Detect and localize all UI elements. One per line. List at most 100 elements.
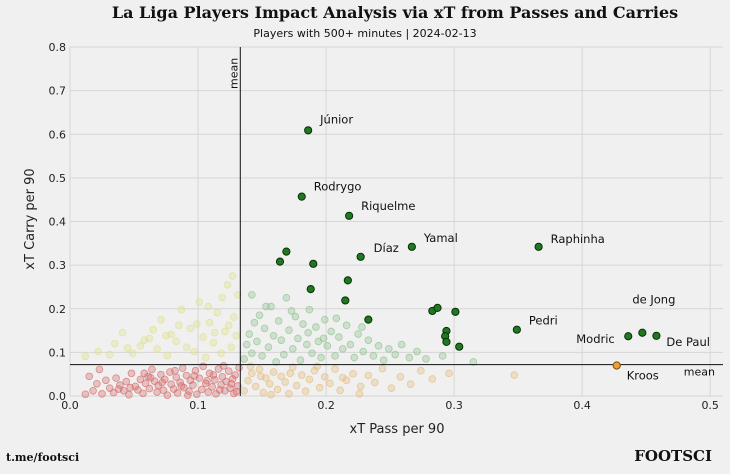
- background-point: [139, 389, 147, 398]
- highlight-point: [442, 337, 451, 347]
- footer-brand: FOOTSCI: [634, 447, 712, 465]
- background-point: [417, 366, 425, 375]
- y-tick-label: 0.2: [49, 303, 67, 316]
- point-de-paul: [652, 331, 661, 340]
- background-point: [178, 364, 187, 372]
- background-point: [331, 352, 339, 360]
- highlight-point: [306, 285, 315, 294]
- background-point: [245, 330, 254, 338]
- background-point: [277, 372, 286, 381]
- background-point: [227, 343, 236, 351]
- x-tick-label: 0.1: [189, 399, 207, 412]
- player-label: de Jong: [632, 293, 675, 307]
- background-point: [177, 305, 186, 314]
- highlight-point: [309, 259, 318, 268]
- background-point: [81, 352, 90, 361]
- background-point: [292, 381, 301, 390]
- background-point: [217, 349, 225, 358]
- background-point: [127, 369, 136, 378]
- background-point: [265, 379, 274, 388]
- background-point: [198, 385, 206, 394]
- background-point: [221, 327, 229, 336]
- background-point: [190, 372, 198, 380]
- background-point: [248, 290, 256, 299]
- background-point: [111, 339, 119, 348]
- background-point: [304, 328, 312, 337]
- background-point: [224, 367, 233, 375]
- background-point: [192, 320, 201, 328]
- tick-labels: 0.0 0.1 0.2 0.3 0.4 0.5 0.0 0.1 0.2 0.3 0.4 0.5 0.6 0…: [49, 41, 719, 412]
- background-point: [287, 307, 296, 315]
- point-riquelme: [345, 211, 354, 220]
- background-point: [230, 313, 238, 321]
- background-point: [157, 315, 165, 324]
- background-point: [114, 385, 123, 393]
- background-point: [272, 358, 280, 366]
- background-point: [171, 366, 179, 375]
- background-point: [209, 338, 218, 347]
- highlight-point: [364, 315, 373, 324]
- highlight-point: [343, 276, 352, 285]
- y-tick-label: 0.6: [49, 128, 67, 141]
- background-point: [141, 379, 150, 388]
- background-point: [355, 390, 364, 398]
- background-point: [356, 382, 365, 391]
- background-point: [232, 387, 241, 396]
- background-point: [209, 371, 218, 379]
- background-point: [153, 345, 161, 353]
- mean-y-label: mean: [684, 366, 715, 379]
- player-label: Modric: [576, 332, 615, 346]
- point-de-jong: [638, 328, 647, 337]
- background-point: [291, 312, 300, 321]
- background-point: [267, 302, 275, 311]
- background-point: [145, 384, 154, 393]
- background-point: [210, 328, 219, 337]
- background-point: [216, 386, 224, 394]
- background-point: [112, 374, 120, 382]
- background-point: [288, 345, 297, 353]
- background-point: [282, 294, 291, 302]
- background-point: [286, 369, 295, 378]
- background-point: [162, 331, 170, 340]
- point-raphinha: [534, 242, 543, 251]
- background-point: [405, 353, 414, 362]
- background-point: [205, 369, 214, 378]
- background-point: [262, 302, 270, 311]
- background-point: [258, 352, 266, 360]
- background-point: [354, 330, 362, 338]
- point-yamal: [407, 242, 416, 251]
- background-point: [342, 321, 351, 330]
- background-point: [422, 355, 430, 363]
- background-point: [231, 371, 239, 379]
- background-point: [413, 347, 421, 356]
- background-point: [205, 318, 214, 327]
- background-point: [182, 343, 191, 351]
- grid: [69, 46, 723, 397]
- background-point: [301, 387, 310, 396]
- background-point: [175, 321, 183, 330]
- player-label: Yamal: [423, 231, 458, 245]
- player-label: De Paul: [666, 335, 710, 349]
- background-point: [250, 318, 259, 327]
- background-point: [369, 352, 378, 360]
- y-tick-label: 0.4: [49, 216, 67, 229]
- highlight-point: [341, 296, 350, 305]
- background-point: [391, 350, 400, 359]
- background-point: [85, 372, 94, 381]
- background-point: [140, 336, 149, 344]
- background-point: [310, 366, 319, 375]
- background-point: [177, 382, 186, 390]
- background-point: [125, 390, 133, 399]
- background-point: [370, 378, 379, 387]
- background-point: [253, 337, 261, 346]
- background-point: [326, 379, 334, 388]
- background-point: [240, 386, 248, 395]
- chart-subtitle: Players with 500+ minutes | 2024-02-13: [253, 27, 476, 40]
- background-point: [406, 380, 415, 389]
- highlight-point: [433, 303, 442, 312]
- background-point: [190, 347, 198, 356]
- background-point: [277, 336, 286, 344]
- background-point: [385, 345, 393, 353]
- background-point: [163, 391, 172, 399]
- x-tick-label: 0.4: [573, 399, 591, 412]
